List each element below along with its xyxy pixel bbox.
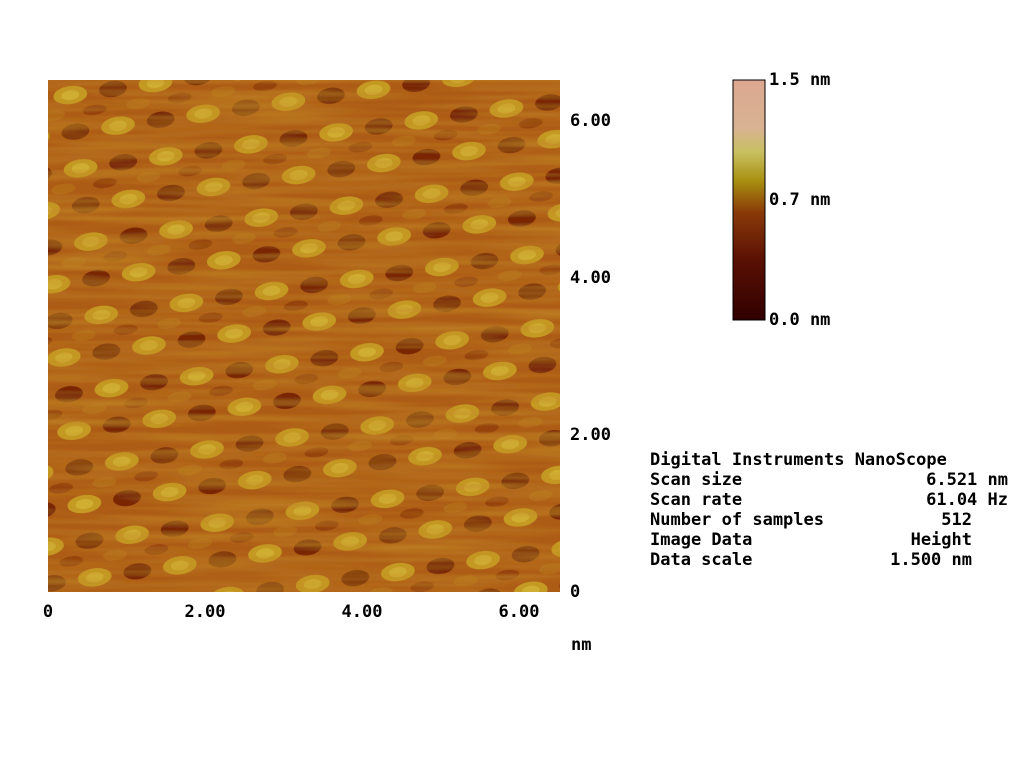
info-key: Scan size xyxy=(650,470,742,490)
y-tick-label: 4.00 xyxy=(570,268,611,288)
y-tick-label: 6.00 xyxy=(570,111,611,131)
color-bar xyxy=(732,79,766,321)
x-tick-label: 2.00 xyxy=(185,602,226,622)
info-title: Digital Instruments NanoScope xyxy=(650,450,947,470)
y-tick-label: 0 xyxy=(570,582,580,602)
info-value: Height xyxy=(911,530,972,550)
info-value: 1.500 nm xyxy=(890,550,972,570)
info-key: Data scale xyxy=(650,550,752,570)
info-key: Image Data xyxy=(650,530,752,550)
x-tick-label: 0 xyxy=(43,602,53,622)
afm-image xyxy=(48,80,560,592)
y-tick-label: 2.00 xyxy=(570,425,611,445)
info-key: Scan rate xyxy=(650,490,742,510)
info-value: 512 xyxy=(941,510,972,530)
x-unit: nm xyxy=(571,635,591,655)
labels: 0 2.00 4.00 6.00 0 2.00 4.00 6.00 nm 1.5 nm 0.7 nm… xyxy=(43,70,1008,655)
info-value: 6.521 nm xyxy=(926,470,1008,490)
color-bar-label: 0.7 nm xyxy=(769,190,830,210)
color-bar-label: 1.5 nm xyxy=(769,70,830,90)
info-value: 61.04 Hz xyxy=(926,490,1008,510)
x-tick-label: 4.00 xyxy=(342,602,383,622)
x-tick-label: 6.00 xyxy=(499,602,540,622)
info-key: Number of samples xyxy=(650,510,824,530)
color-bar-label: 0.0 nm xyxy=(769,310,830,330)
